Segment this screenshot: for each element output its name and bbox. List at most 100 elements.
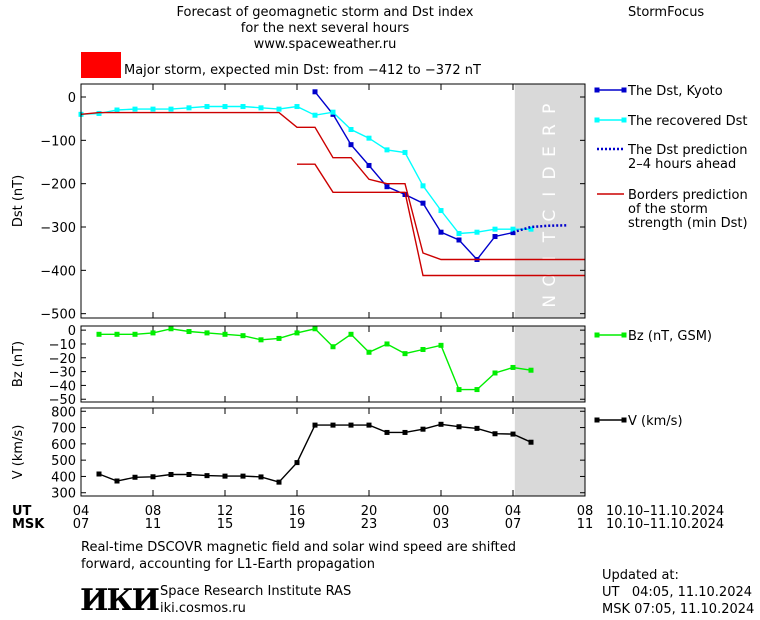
data-point-v	[456, 424, 462, 430]
data-point-bz	[492, 370, 498, 376]
data-point-v	[402, 429, 408, 435]
data-point-bz	[258, 337, 264, 343]
data-point-dst	[420, 200, 426, 206]
data-point-v	[186, 471, 192, 477]
legend-label-dst: Borders prediction	[628, 188, 748, 203]
x-tick-label-ut: 16	[289, 504, 306, 519]
data-point-bz	[348, 331, 354, 337]
y-axis-label-v: V (km/s)	[11, 425, 26, 480]
x-tick-label-msk: 07	[73, 517, 90, 532]
y-axis-label-bz: Bz (nT)	[11, 341, 26, 387]
data-point-v	[96, 471, 102, 477]
data-point-bz	[456, 387, 462, 393]
iki-logo: ИКИ	[80, 583, 160, 618]
y-tick-label-dst: −200	[40, 178, 76, 193]
legend-marker-bz	[594, 332, 600, 338]
storm-alert-swatch	[81, 52, 121, 78]
data-point-v	[366, 422, 372, 428]
data-point-bz	[150, 330, 156, 336]
y-tick-label-bz: −20	[49, 352, 76, 367]
legend-marker-dst	[621, 117, 627, 123]
y-tick-label-v: 400	[51, 470, 76, 485]
legend-marker-dst	[594, 117, 600, 123]
y-tick-label-dst: −400	[40, 264, 76, 279]
prediction-label-letter: P	[540, 104, 560, 114]
x-tick-label-ut: 08	[577, 504, 594, 519]
legend-label-dst: 2–4 hours ahead	[628, 157, 736, 172]
legend-label-dst: The recovered Dst	[627, 114, 747, 129]
y-tick-label-v: 500	[51, 454, 76, 469]
data-point-v	[492, 431, 498, 437]
data-point-dst	[312, 112, 318, 118]
institute-website[interactable]: iki.cosmos.ru	[160, 601, 246, 616]
prediction-label-letter: E	[540, 146, 560, 157]
legend-label-bz: Bz (nT, GSM)	[628, 329, 712, 344]
prediction-label-letter: I	[540, 192, 560, 197]
prediction-band-v	[514, 408, 585, 496]
x-tick-label-ut: 04	[505, 504, 522, 519]
data-point-dst	[456, 237, 462, 243]
data-point-bz	[96, 331, 102, 337]
y-tick-label-v: 800	[51, 405, 76, 420]
legend-marker-v	[594, 417, 600, 423]
data-point-bz	[366, 349, 372, 355]
data-point-dst	[474, 229, 480, 235]
series-line-dst-3	[80, 111, 585, 261]
panel-bz-background	[81, 326, 585, 402]
data-point-bz	[384, 341, 390, 347]
x-tick-label-ut: 12	[217, 504, 234, 519]
y-tick-label-dst: −100	[40, 134, 76, 149]
panel-v-background	[81, 408, 585, 496]
data-point-bz	[510, 364, 516, 370]
data-point-dst	[366, 162, 372, 168]
data-point-dst	[168, 106, 174, 112]
prediction-label-letter: D	[540, 166, 560, 179]
x-tick-label-ut: 00	[433, 504, 450, 519]
x-tick-label-msk: 19	[289, 517, 306, 532]
chart-title-url[interactable]: www.spaceweather.ru	[253, 37, 397, 52]
data-point-v	[258, 474, 264, 480]
data-point-bz	[204, 330, 210, 336]
x-axis-date-range-ut: 10.10–11.10.2024	[606, 504, 724, 519]
prediction-label-letter: N	[540, 295, 560, 308]
data-point-dst	[114, 107, 120, 113]
legend-marker-dst	[594, 87, 600, 93]
data-point-v	[132, 474, 138, 480]
legend-label-dst: The Dst prediction	[627, 143, 748, 158]
data-point-v	[348, 422, 354, 428]
data-point-dst	[132, 106, 138, 112]
data-point-dst	[204, 104, 210, 110]
data-point-dst	[492, 234, 498, 240]
institute-name: Space Research Institute RAS	[160, 584, 352, 599]
data-point-dst	[384, 184, 390, 190]
data-point-bz	[114, 331, 120, 337]
prediction-label-letter: O	[540, 273, 560, 286]
y-tick-label-bz: −40	[49, 379, 76, 394]
data-point-dst	[528, 226, 534, 232]
x-tick-label-ut: 04	[73, 504, 90, 519]
chart-title-line1: Forecast of geomagnetic storm and Dst in…	[176, 5, 474, 20]
y-tick-label-bz: 0	[68, 324, 76, 339]
data-point-dst	[312, 89, 318, 95]
brand-name: StormFocus	[628, 5, 705, 20]
data-point-dst	[402, 149, 408, 155]
data-point-v	[114, 478, 120, 484]
data-point-dst	[492, 226, 498, 232]
data-point-dst	[294, 104, 300, 110]
footer-note-line2: forward, accounting for L1-Earth propaga…	[81, 557, 375, 572]
y-tick-label-v: 300	[51, 487, 76, 502]
y-tick-label-bz: −50	[49, 393, 76, 408]
x-tick-label-msk: 11	[145, 517, 162, 532]
data-point-v	[276, 479, 282, 485]
legend-label-dst: strength (min Dst)	[628, 216, 748, 231]
x-axis-ut-label: UT	[12, 504, 32, 519]
data-point-v	[312, 422, 318, 428]
y-tick-label-v: 700	[51, 422, 76, 437]
data-point-bz	[528, 367, 534, 373]
data-point-dst	[420, 183, 426, 189]
legend-label-dst: The Dst, Kyoto	[627, 84, 723, 99]
panel-dst-frame	[80, 83, 586, 319]
data-point-dst	[222, 104, 228, 110]
